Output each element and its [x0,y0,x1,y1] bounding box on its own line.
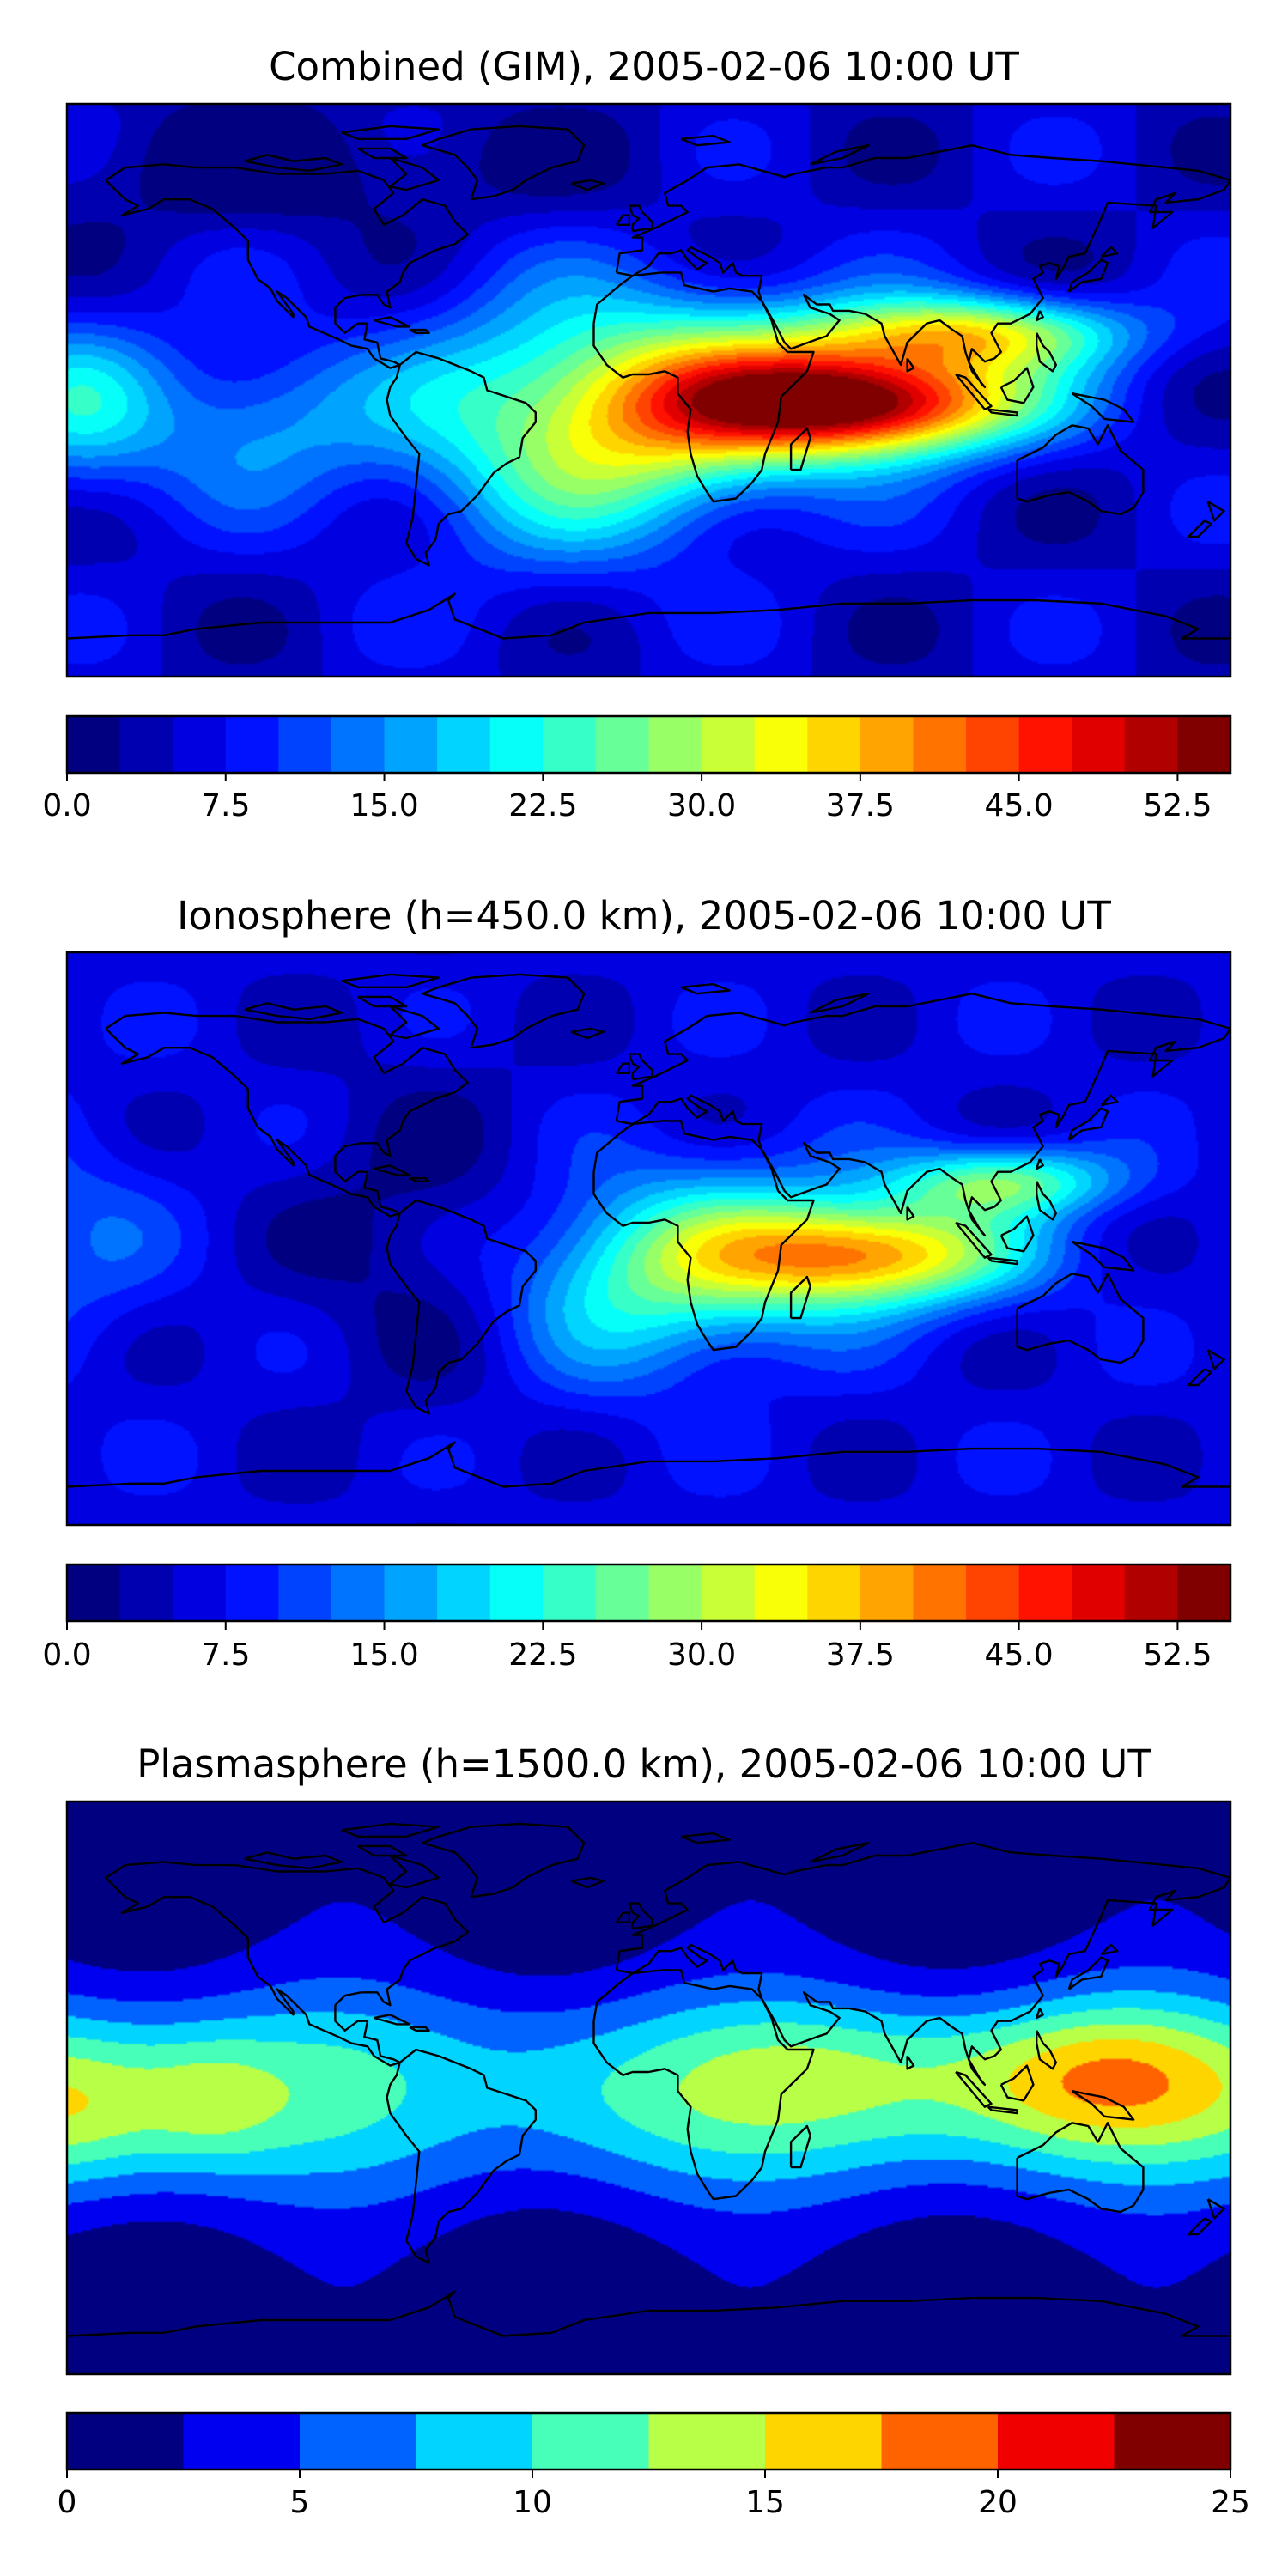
colorbar-swatch [966,716,1020,773]
colorbar-swatch [331,716,386,773]
colorbar-swatch [416,2413,533,2470]
colorbar-tick-label: 7.5 [201,1637,250,1673]
colorbar-swatch [595,1564,650,1621]
colorbar-tick-label: 0.0 [42,788,91,823]
tec-contour-map [67,952,1230,1525]
colorbar-swatch [648,1564,702,1621]
colorbar-swatch [702,1564,756,1621]
colorbar-swatch [278,1564,332,1621]
colorbar-swatch [437,716,491,773]
panel-title-combined: Combined (GIM), 2005-02-06 10:00 UT [269,44,1019,89]
colorbar-tick-label: 25 [1211,2485,1250,2520]
colorbar-swatch [702,716,756,773]
colorbar-swatch [173,1564,227,1621]
coastlines [67,1822,1230,2337]
colorbar-tick-label: 52.5 [1143,1637,1212,1673]
colorbar-tick-label: 45.0 [985,1637,1054,1673]
colorbar-swatch [119,1564,173,1621]
colorbar-tick-label: 37.5 [826,1637,895,1673]
coastline-path [67,1822,1230,2337]
colorbar-tick-label: 52.5 [1143,788,1212,823]
colorbar-swatch [1072,1564,1126,1621]
colorbar-tick-label: 20 [978,2485,1018,2520]
colorbar-swatch [765,2413,883,2470]
colorbar-swatch [67,1564,121,1621]
colorbar-tick-label: 0 [58,2485,77,2520]
colorbar-tick-label: 30.0 [667,1637,736,1673]
colorbar-swatch [648,2413,766,2470]
colorbar-tick-label: 15 [745,2485,785,2520]
colorbar-swatch [860,1564,914,1621]
coastline-path [67,973,1230,1488]
colorbar-swatch [648,716,702,773]
colorbar-tick-label: 15.0 [349,1637,418,1673]
colorbar-swatch [489,716,544,773]
colorbar-tick-label: 15.0 [349,788,418,823]
colorbar-tick-label: 30.0 [667,788,736,823]
colorbar-swatch [489,1564,544,1621]
colorbar-swatch [966,1564,1020,1621]
colorbar-swatch [1124,1564,1179,1621]
panel-combined: Combined (GIM), 2005-02-06 10:00 UT 0.0 7… [42,44,1232,823]
colorbar-tick-label: 22.5 [508,788,577,823]
colorbar-tick-label: 22.5 [508,1637,577,1673]
colorbar-tick-label: 10 [513,2485,552,2520]
colorbar-tick-label: 7.5 [201,788,250,823]
tec-contour-map [67,1801,1230,2374]
colorbar-swatch [183,2413,301,2470]
colorbar-plasmasphere: 0 5 10 15 20 25 [58,2411,1250,2520]
colorbar-swatch [1114,2413,1231,2470]
colorbar-swatch [67,716,121,773]
colorbar-swatch [67,2413,185,2470]
colorbar-swatch [860,716,914,773]
tec-contour-map [67,104,1230,677]
colorbar-tick-label: 0.0 [42,1637,91,1673]
colorbar-swatch [1177,1564,1231,1621]
colorbar-swatch [1124,716,1179,773]
colorbar-swatch [1072,716,1126,773]
colorbar-swatch [437,1564,491,1621]
colorbar-tick-label: 5 [290,2485,310,2520]
map-ionosphere [65,951,1232,1527]
colorbar-swatch [1177,716,1231,773]
colorbar-swatch [225,716,279,773]
colorbar-swatch [754,716,808,773]
colorbar-swatch [543,716,597,773]
colorbar-swatch [173,716,227,773]
coastlines [67,125,1230,640]
colorbar-ionosphere: 0.0 7.5 15.0 22.5 30.0 37.5 45.0 52.5 [42,1563,1232,1673]
colorbar-swatch [807,716,861,773]
colorbar-swatch [807,1564,861,1621]
map-plasmasphere [65,1800,1232,2376]
colorbar-swatch [225,1564,279,1621]
colorbar-swatch [384,716,438,773]
colorbar-swatch [1018,1564,1072,1621]
colorbar-tick-label: 37.5 [826,788,895,823]
colorbar-swatch [300,2413,417,2470]
coastline-path [67,125,1230,640]
colorbar-swatch [998,2413,1115,2470]
colorbar-swatch [331,1564,386,1621]
colorbar-swatch [913,1564,967,1621]
colorbar-swatch [881,2413,999,2470]
colorbar-combined: 0.0 7.5 15.0 22.5 30.0 37.5 45.0 52.5 [42,714,1232,823]
colorbar-swatch [543,1564,597,1621]
colorbar-swatch [754,1564,808,1621]
coastlines [67,973,1230,1488]
colorbar-swatch [913,716,967,773]
panel-title-ionosphere: Ionosphere (h=450.0 km), 2005-02-06 10:0… [177,893,1111,939]
colorbar-swatch [119,716,173,773]
map-combined [65,102,1232,678]
panel-plasmasphere: Plasmasphere (h=1500.0 km), 2005-02-06 1… [58,1741,1250,2520]
colorbar-swatch [384,1564,438,1621]
colorbar-swatch [595,716,650,773]
colorbar-swatch [532,2413,650,2470]
colorbar-tick-label: 45.0 [985,788,1054,823]
colorbar-swatch [278,716,332,773]
panel-ionosphere: Ionosphere (h=450.0 km), 2005-02-06 10:0… [42,893,1232,1673]
colorbar-swatch [1018,716,1072,773]
panel-title-plasmasphere: Plasmasphere (h=1500.0 km), 2005-02-06 1… [137,1741,1151,1787]
